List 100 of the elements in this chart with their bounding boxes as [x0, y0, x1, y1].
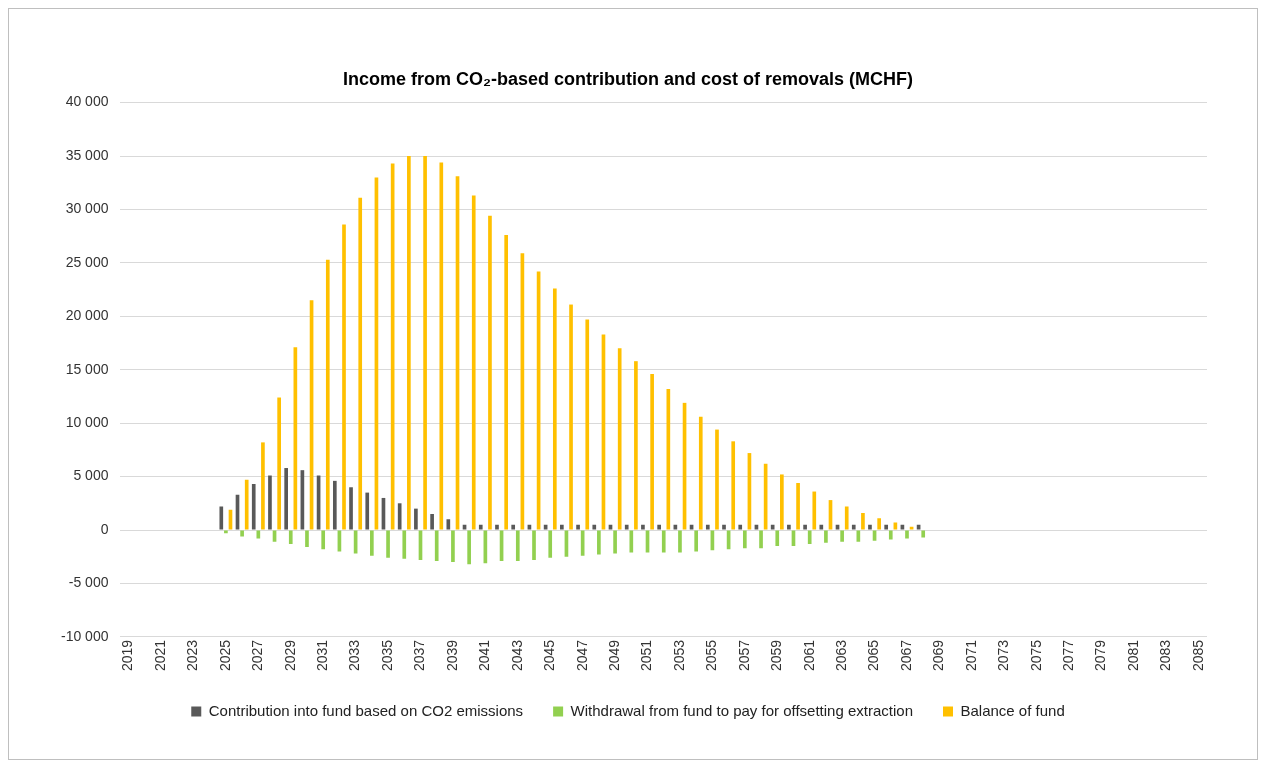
bar [256, 530, 261, 539]
x-tick-label: 2057 [735, 639, 752, 672]
bar [342, 224, 346, 530]
bar [851, 524, 856, 530]
bar [478, 524, 483, 530]
x-tick-label: 2065 [865, 639, 882, 672]
bar [715, 429, 719, 530]
x-tick-label: 2019 [119, 639, 136, 672]
x-tick-label: 2079 [1092, 639, 1109, 672]
bar [840, 530, 844, 542]
bar [731, 441, 736, 530]
bar [617, 348, 622, 530]
x-tick-label: 2037 [411, 639, 428, 672]
bar [844, 506, 849, 530]
bar [430, 513, 434, 530]
bar [288, 530, 293, 544]
bar [251, 484, 256, 530]
bar [868, 524, 872, 530]
bar [722, 524, 726, 530]
y-tick-label: 5 000 [73, 467, 109, 484]
bar [548, 530, 553, 558]
bar [657, 524, 661, 530]
y-tick-label: 40 000 [65, 93, 109, 110]
bar [325, 259, 330, 530]
x-tick-label: 2063 [832, 639, 849, 672]
bar [884, 524, 889, 530]
bar [812, 491, 817, 530]
bar [495, 524, 499, 530]
x-tick-label: 2059 [768, 639, 785, 672]
x-tick-label: 2025 [216, 639, 233, 672]
bar [386, 530, 390, 558]
bar [796, 482, 800, 530]
x-tick-label: 2055 [703, 639, 720, 672]
bar [261, 442, 265, 530]
bar [284, 468, 288, 530]
bar [705, 524, 710, 530]
bar [787, 524, 791, 530]
bar [624, 524, 629, 530]
y-tick-label: 25 000 [65, 253, 109, 270]
bar [277, 397, 281, 530]
x-tick-label: 2041 [476, 639, 493, 672]
y-tick-label: 15 000 [65, 360, 109, 377]
chart-title: Income from CO₂-based contribution and cost of removals (MCHF) [342, 68, 914, 89]
x-tick-label: 2033 [346, 639, 363, 672]
bar [219, 506, 224, 530]
bar [666, 388, 671, 530]
x-tick-label: 2067 [897, 639, 914, 672]
y-tick-label: -5 000 [68, 574, 109, 591]
x-tick-label: 2069 [930, 639, 947, 672]
x-tick-label: 2021 [151, 639, 168, 672]
x-tick-label: 2061 [800, 639, 817, 672]
bar [370, 530, 374, 556]
bar [560, 524, 564, 530]
x-tick-label: 2035 [378, 639, 395, 672]
bar [511, 524, 516, 530]
x-tick-label: 2029 [281, 639, 298, 672]
bar [585, 319, 590, 530]
bar [888, 530, 893, 540]
bar [423, 156, 427, 530]
bar [268, 475, 272, 530]
bar [650, 374, 654, 530]
bar [698, 416, 703, 530]
x-tick-label: 2027 [249, 639, 266, 672]
bar [414, 508, 418, 530]
bar [770, 524, 775, 530]
bar [819, 524, 824, 530]
y-tick-label: -10 000 [61, 627, 109, 644]
bar [552, 288, 557, 530]
bar [807, 530, 812, 544]
bar [738, 524, 743, 530]
bar [358, 197, 363, 530]
x-tick-label: 2077 [1060, 639, 1077, 672]
y-tick-label: 35 000 [65, 146, 109, 163]
bar [488, 215, 492, 530]
legend-label: Withdrawal from fund to pay for offsetting extraction [570, 701, 913, 719]
bar [467, 530, 471, 565]
legend-label: Contribution into fund based on CO2 emissions [208, 701, 524, 719]
y-tick-label: 20 000 [65, 307, 109, 324]
bar [576, 524, 580, 530]
bar [240, 530, 244, 537]
bar [451, 530, 455, 563]
bar [321, 530, 326, 550]
x-tick-label: 2023 [184, 639, 201, 672]
bar [905, 530, 909, 539]
bar [613, 530, 617, 554]
bar [407, 156, 411, 530]
bar [434, 530, 439, 561]
x-tick-label: 2045 [541, 639, 558, 672]
bar [439, 162, 444, 530]
legend-label: Balance of fund [960, 701, 1065, 719]
bar [909, 526, 914, 530]
x-tick-label: 2053 [670, 639, 687, 672]
bar [532, 530, 536, 560]
x-tick-label: 2083 [1157, 639, 1174, 672]
x-tick-label: 2075 [1027, 639, 1044, 672]
x-tick-label: 2049 [605, 639, 622, 672]
bar [305, 530, 309, 548]
bar [861, 512, 865, 530]
bar [742, 530, 747, 549]
bar [515, 530, 520, 561]
